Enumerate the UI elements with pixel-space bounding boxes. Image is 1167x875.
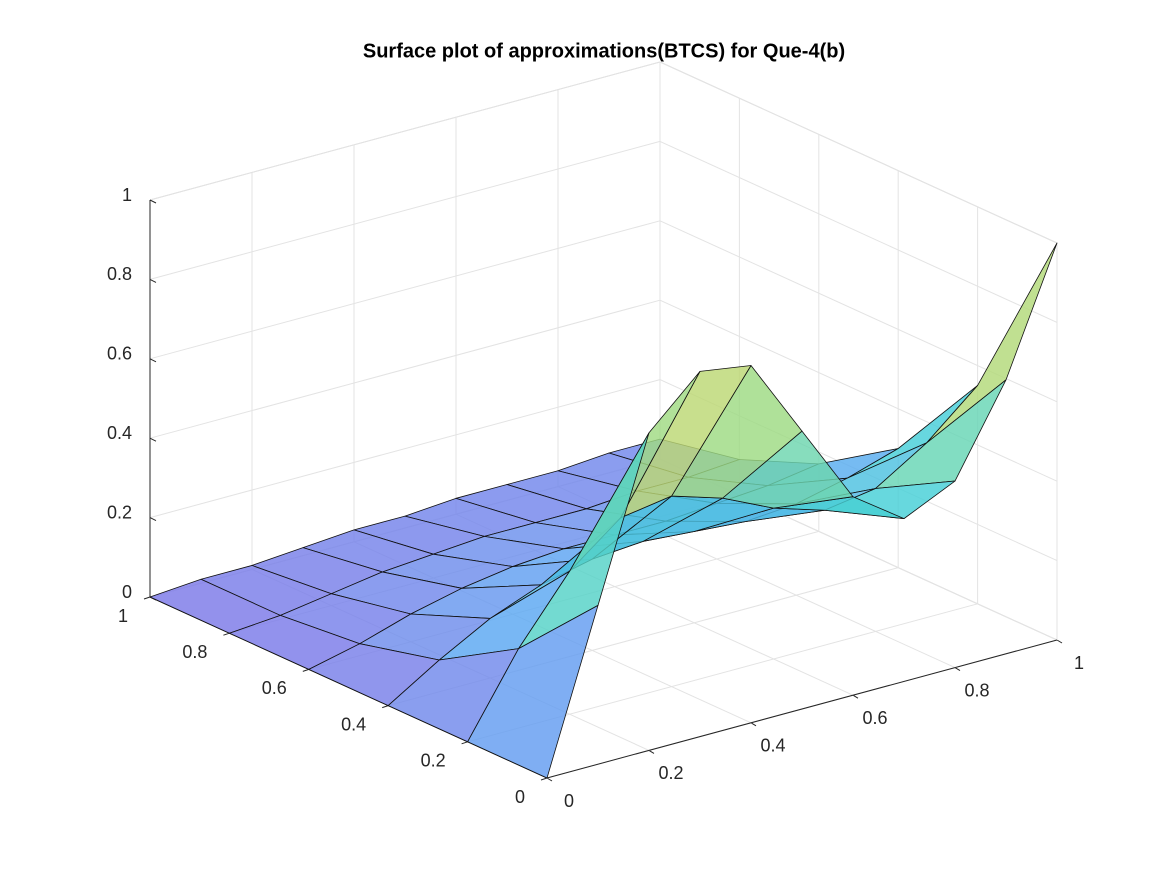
tick-mark bbox=[382, 705, 389, 709]
z-tick-label: 0.4 bbox=[107, 423, 132, 443]
z-tick-label: 0 bbox=[122, 582, 132, 602]
y-tick-label: 0.8 bbox=[182, 642, 207, 662]
grid-line bbox=[149, 61, 661, 201]
x-axis bbox=[546, 639, 1058, 779]
y-tick-label: 1 bbox=[118, 606, 128, 626]
tick-mark bbox=[461, 741, 468, 745]
chart-title: Surface plot of approximations(BTCS) for… bbox=[363, 40, 845, 62]
tick-mark bbox=[954, 667, 961, 672]
tick-mark bbox=[540, 777, 548, 781]
tick-mark bbox=[1056, 639, 1063, 644]
grid-line bbox=[149, 299, 661, 439]
z-tick-label: 1 bbox=[122, 185, 132, 205]
tick-mark bbox=[149, 199, 157, 204]
grid-line bbox=[149, 379, 661, 519]
grid-line bbox=[659, 299, 1058, 482]
tick-mark bbox=[143, 596, 151, 600]
grid-line bbox=[659, 140, 1058, 323]
z-tick-label: 0.2 bbox=[107, 502, 132, 522]
tick-mark bbox=[149, 517, 157, 522]
tick-mark bbox=[648, 749, 655, 754]
tick-mark bbox=[852, 694, 859, 699]
x-tick-label: 0.2 bbox=[658, 763, 683, 783]
x-tick-label: 0.4 bbox=[760, 736, 785, 756]
tick-mark bbox=[750, 722, 757, 727]
grid-line bbox=[149, 220, 661, 360]
surface-patch bbox=[467, 605, 599, 779]
y-tick-label: 0.2 bbox=[421, 751, 446, 771]
y-tick-label: 0.4 bbox=[341, 714, 366, 734]
z-tick-label: 0.6 bbox=[107, 344, 132, 364]
tick-mark bbox=[546, 777, 553, 782]
x-tick-label: 0 bbox=[564, 791, 574, 811]
z-tick-label: 0.8 bbox=[107, 264, 132, 284]
grid-line bbox=[149, 140, 661, 280]
y-tick-label: 0 bbox=[515, 787, 525, 807]
x-tick-label: 1 bbox=[1074, 653, 1084, 673]
tick-mark bbox=[149, 358, 157, 363]
tick-mark bbox=[223, 632, 230, 636]
y-tick-label: 0.6 bbox=[262, 678, 287, 698]
x-tick-label: 0.8 bbox=[964, 680, 989, 700]
tick-mark bbox=[302, 668, 309, 672]
tick-mark bbox=[149, 437, 157, 442]
grid-line bbox=[659, 61, 1058, 244]
x-tick-label: 0.6 bbox=[862, 708, 887, 728]
tick-mark bbox=[149, 278, 157, 283]
